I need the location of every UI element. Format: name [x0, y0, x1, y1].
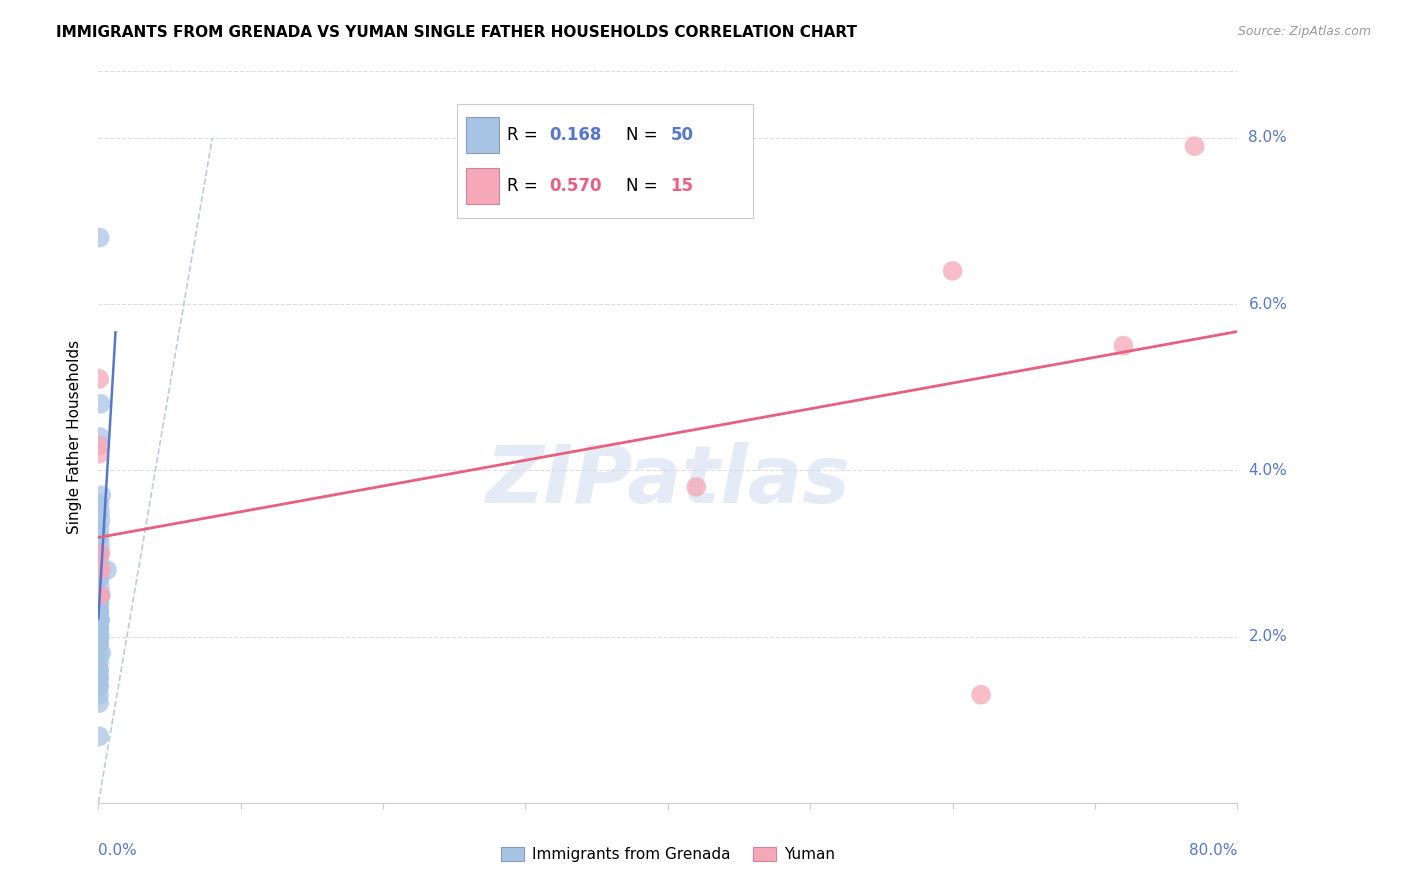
Text: ZIPatlas: ZIPatlas [485, 442, 851, 520]
Point [89, 580, 111, 594]
Point [89, 555, 111, 569]
Point [89, 621, 111, 635]
Point [89, 538, 111, 552]
Text: 2.0%: 2.0% [1249, 629, 1286, 644]
Point [685, 480, 707, 494]
Point [89, 563, 111, 577]
Legend: Immigrants from Grenada, Yuman: Immigrants from Grenada, Yuman [495, 841, 841, 868]
Point [89, 505, 111, 519]
Point [89, 663, 111, 677]
Point [89, 605, 111, 619]
Point [89, 372, 111, 386]
Point [89, 630, 111, 644]
Point [89, 630, 111, 644]
Point [89, 646, 111, 660]
Point [90, 546, 112, 560]
Text: 4.0%: 4.0% [1249, 463, 1286, 478]
Point [89, 447, 111, 461]
Point [89, 546, 111, 560]
Point [89, 688, 111, 702]
Point [89, 638, 111, 652]
Point [90, 488, 112, 502]
Point [89, 530, 111, 544]
Point [89, 621, 111, 635]
Text: 6.0%: 6.0% [1249, 297, 1288, 311]
Point [89, 680, 111, 694]
Point [89, 588, 111, 602]
Text: IMMIGRANTS FROM GRENADA VS YUMAN SINGLE FATHER HOUSEHOLDS CORRELATION CHART: IMMIGRANTS FROM GRENADA VS YUMAN SINGLE … [56, 25, 858, 40]
Point [89, 438, 111, 452]
Point [89, 655, 111, 669]
Point [89, 546, 111, 560]
Text: Source: ZipAtlas.com: Source: ZipAtlas.com [1237, 25, 1371, 38]
Point [90, 563, 112, 577]
Point [89, 563, 111, 577]
Point [89, 613, 111, 627]
Point [89, 613, 111, 627]
Text: 8.0%: 8.0% [1249, 130, 1286, 145]
Point [89, 563, 111, 577]
Point [970, 688, 993, 702]
Point [89, 621, 111, 635]
Point [89, 605, 111, 619]
Point [89, 497, 111, 511]
Point [89, 430, 111, 444]
Point [1112, 338, 1135, 352]
Point [89, 588, 111, 602]
Text: 80.0%: 80.0% [1189, 843, 1237, 858]
Point [1184, 139, 1206, 153]
Point [942, 264, 965, 278]
Point [89, 546, 111, 560]
Point [89, 571, 111, 585]
Point [89, 671, 111, 685]
Point [89, 596, 111, 610]
Point [89, 605, 111, 619]
Point [89, 230, 111, 244]
Text: 0.0%: 0.0% [98, 843, 138, 858]
Point [89, 680, 111, 694]
Point [89, 521, 111, 535]
Point [89, 571, 111, 585]
Point [90, 588, 112, 602]
Point [89, 663, 111, 677]
Y-axis label: Single Father Households: Single Father Households [67, 340, 83, 534]
Point [90, 513, 112, 527]
Point [89, 613, 111, 627]
Point [89, 729, 111, 743]
Point [90, 646, 112, 660]
Point [96, 563, 118, 577]
Point [89, 630, 111, 644]
Point [89, 671, 111, 685]
Point [89, 630, 111, 644]
Point [90, 397, 112, 411]
Point [89, 696, 111, 710]
Point [89, 588, 111, 602]
Point [89, 596, 111, 610]
Point [89, 638, 111, 652]
Point [89, 588, 111, 602]
